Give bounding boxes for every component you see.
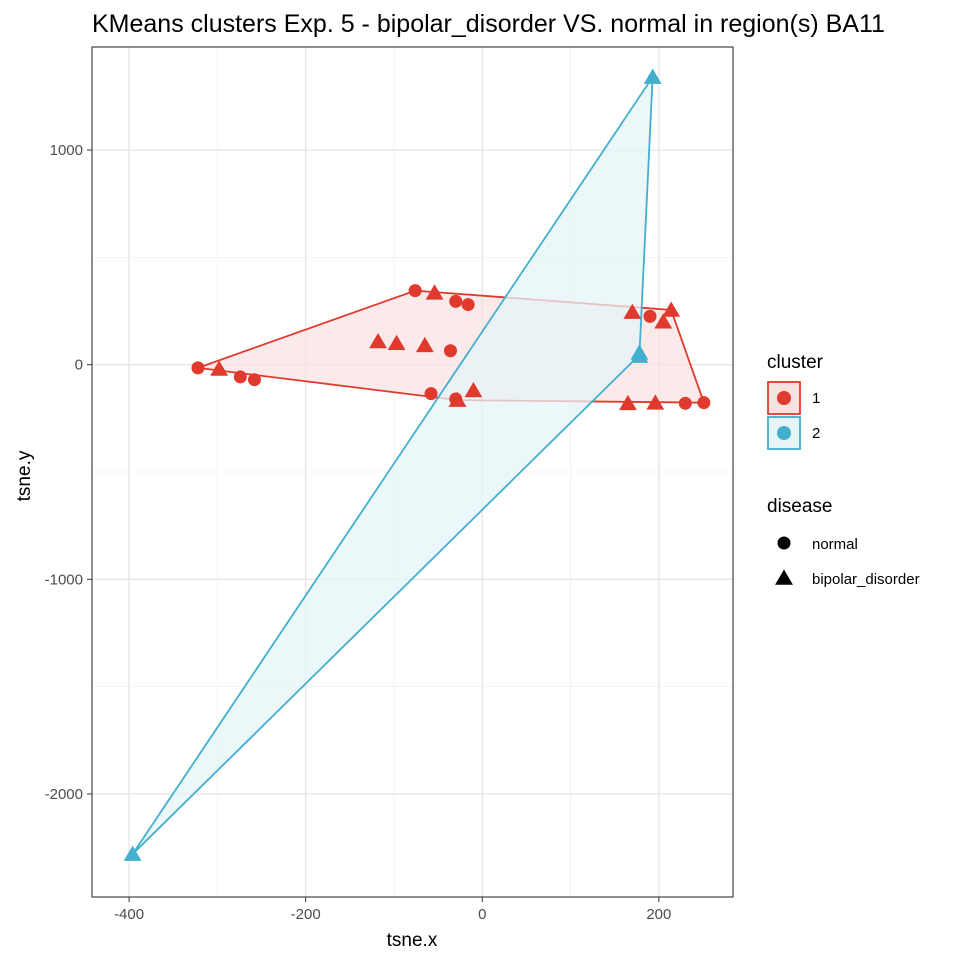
data-point: [247, 373, 261, 387]
data-point: [678, 396, 692, 410]
legend-disease-title: disease: [767, 496, 833, 517]
legend: cluster disease 1 2 normal bipolar_disorder: [767, 352, 920, 588]
cluster-2-hull: [131, 73, 654, 855]
data-point: [233, 370, 247, 384]
y-tick-label: 0: [75, 357, 83, 374]
panel-border: [91, 46, 734, 898]
data-point: [643, 309, 657, 323]
plot-panel: [91, 46, 734, 898]
data-point: [425, 284, 444, 300]
data-point: [646, 394, 665, 410]
data-point: [623, 303, 642, 319]
y-tick-label: -1000: [45, 571, 83, 588]
legend-cluster-marker: [777, 391, 791, 405]
data-point: [619, 394, 637, 411]
x-tick-label: -400: [114, 906, 144, 923]
data-point: [443, 344, 457, 358]
data-point: [662, 301, 681, 317]
legend-disease-marker: [777, 536, 791, 550]
legend-cluster-title: cluster: [767, 352, 824, 373]
x-tick-label: 0: [478, 906, 486, 923]
data-point: [415, 336, 434, 353]
data-point: [643, 68, 662, 84]
legend-cluster-marker: [777, 426, 791, 440]
data-point: [464, 381, 483, 398]
data-point: [191, 361, 205, 375]
data-point: [210, 360, 229, 376]
data-point: [654, 313, 673, 329]
legend-disease-label: normal: [812, 536, 858, 553]
data-point: [424, 387, 438, 401]
data-point: [408, 284, 422, 298]
y-tick-label: -2000: [45, 786, 83, 803]
x-tick-label: 200: [646, 906, 671, 923]
legend-cluster-label: 2: [812, 425, 820, 442]
x-axis-label: tsne.x: [387, 930, 438, 951]
chart-title: KMeans clusters Exp. 5 - bipolar_disorde…: [92, 10, 885, 38]
y-tick-label: 1000: [50, 142, 83, 159]
data-point: [123, 845, 142, 861]
data-point: [448, 391, 467, 407]
legend-cluster-label: 1: [812, 390, 820, 407]
data-point: [697, 396, 711, 410]
legend-disease-label: bipolar_disorder: [812, 571, 920, 588]
data-point: [449, 294, 463, 308]
legend-disease-marker: [775, 569, 793, 585]
data-point: [369, 332, 387, 349]
data-point: [630, 347, 649, 363]
data-point: [387, 334, 406, 351]
x-tick-label: -200: [291, 906, 321, 923]
data-point: [461, 298, 475, 312]
y-axis-label: tsne.y: [14, 450, 35, 501]
